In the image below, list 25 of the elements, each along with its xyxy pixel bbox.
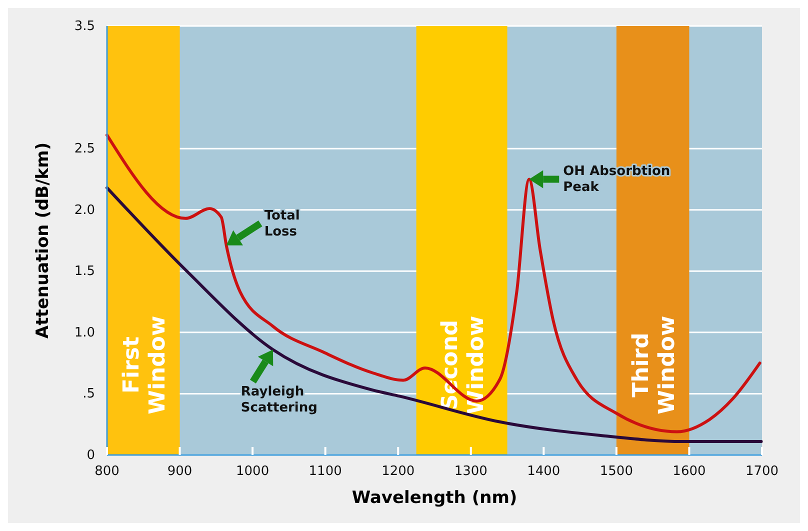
- x-tick-label: 1400: [527, 464, 560, 479]
- annotation: Total Loss: [264, 208, 300, 240]
- x-tick-label: 1700: [745, 464, 779, 479]
- y-tick-label: 1.5: [74, 264, 95, 280]
- y-axis-title: Attenuation (dB/km): [33, 142, 53, 339]
- annotation: Rayleigh Scattering: [240, 384, 318, 416]
- band-label: Second Window: [438, 316, 489, 414]
- band-label: Third Window: [628, 316, 680, 414]
- x-axis-title: Wavelength (nm): [352, 488, 518, 508]
- y-tick-label: .5: [82, 386, 95, 402]
- x-tick-label: 800: [94, 464, 120, 479]
- x-tick-label: 1600: [672, 464, 706, 479]
- x-tick-label: 900: [167, 464, 192, 479]
- x-tick-label: 1100: [308, 464, 342, 479]
- x-tick-label: 1000: [236, 464, 270, 479]
- x-tick-label: 1300: [454, 464, 488, 479]
- band-label: First Window: [119, 316, 170, 414]
- y-tick-label: 0: [86, 448, 95, 463]
- y-tick-label: 3.5: [74, 19, 95, 34]
- y-tick-label: 1.0: [74, 325, 95, 340]
- x-tick-label: 1500: [600, 464, 633, 479]
- line-series: [106, 134, 762, 434]
- y-tick-label: 2.0: [74, 202, 95, 218]
- x-tick-label: 1200: [382, 464, 415, 479]
- y-tick-label: 2.5: [74, 142, 95, 157]
